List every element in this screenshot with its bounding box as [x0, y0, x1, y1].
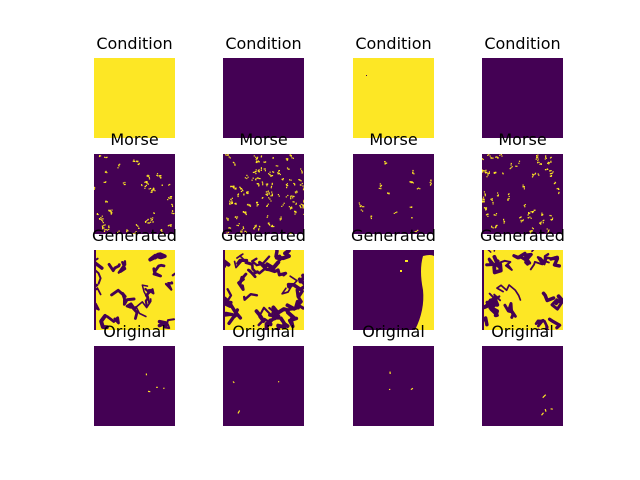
image-panel	[223, 154, 304, 234]
image-panel	[94, 346, 175, 426]
image-panel	[482, 346, 563, 426]
image-panel	[482, 58, 563, 138]
image-panel	[94, 58, 175, 138]
image-panel	[94, 154, 175, 234]
panel-title: Original	[232, 322, 295, 341]
panel-title: Generated	[351, 226, 436, 245]
panel-title: Morse	[498, 130, 547, 149]
image-panel	[482, 250, 563, 330]
panel-title: Condition	[225, 34, 302, 53]
image-panel	[94, 250, 175, 330]
panel-title: Generated	[221, 226, 306, 245]
image-panel	[353, 154, 434, 234]
image-panel	[353, 250, 434, 330]
panel-title: Generated	[92, 226, 177, 245]
image-panel	[223, 346, 304, 426]
panel-title: Generated	[480, 226, 565, 245]
panel-title: Condition	[355, 34, 432, 53]
panel-title: Morse	[369, 130, 418, 149]
image-panel	[482, 154, 563, 234]
panel-title: Original	[362, 322, 425, 341]
image-panel	[223, 250, 304, 330]
panel-title: Morse	[110, 130, 159, 149]
image-panel	[353, 346, 434, 426]
panel-title: Condition	[484, 34, 561, 53]
panel-title: Original	[103, 322, 166, 341]
image-panel	[223, 58, 304, 138]
image-panel	[353, 58, 434, 138]
panel-title: Morse	[239, 130, 288, 149]
panel-title: Condition	[96, 34, 173, 53]
panel-title: Original	[491, 322, 554, 341]
